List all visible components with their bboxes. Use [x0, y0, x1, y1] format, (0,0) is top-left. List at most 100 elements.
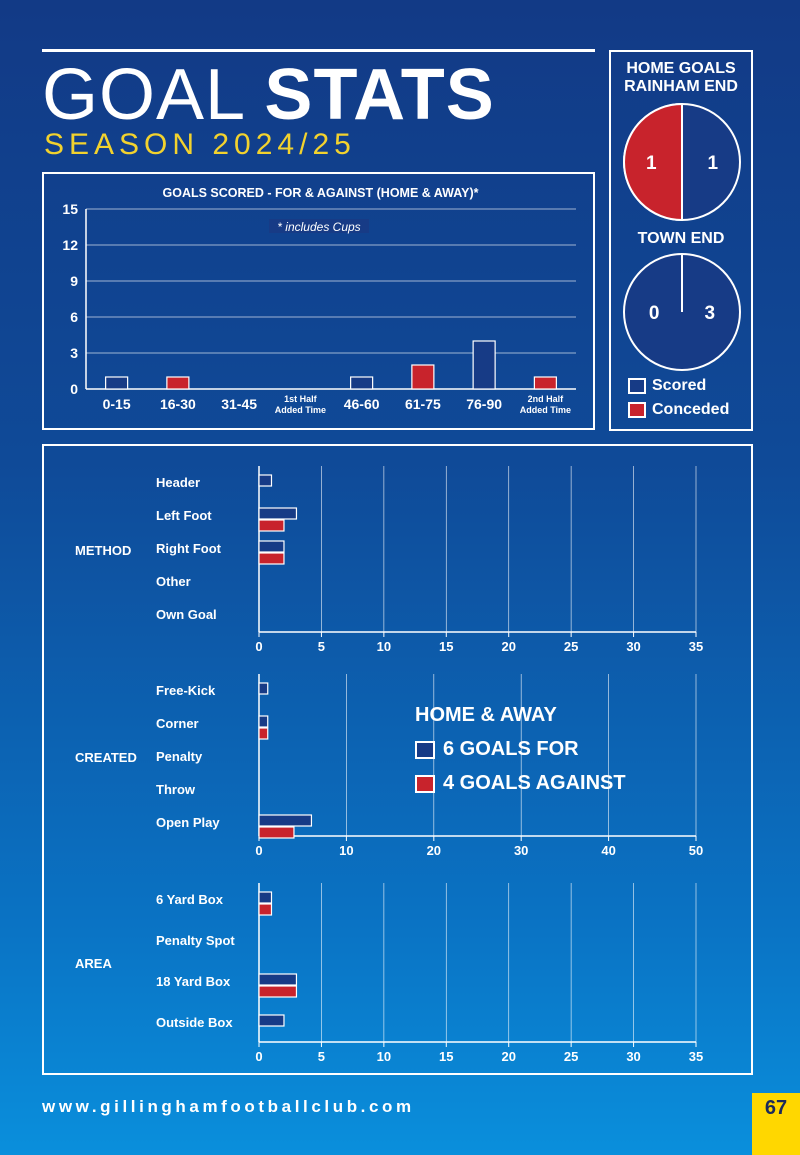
x-tick-label: 0: [255, 1049, 262, 1064]
x-tick-label: 10: [377, 639, 391, 654]
title-rule: [42, 49, 595, 52]
category-label: 6 Yard Box: [156, 892, 224, 907]
x-tick-label: 25: [564, 639, 578, 654]
bar-conceded: [258, 727, 269, 740]
x-tick-label: 31-45: [221, 396, 257, 412]
legend-conceded: Conceded: [628, 401, 729, 419]
season-label: SEASON 2024/25: [44, 128, 356, 161]
x-tick-label: 1st Half: [284, 394, 318, 404]
bar-conceded: [258, 903, 273, 916]
category-label: Own Goal: [156, 607, 217, 622]
legend-scored: Scored: [628, 377, 706, 395]
y-tick-label: 12: [62, 237, 78, 253]
group-label: CREATED: [75, 750, 137, 765]
goals-for-row: 6 GOALS FOR: [415, 738, 579, 761]
y-tick-label: 6: [70, 309, 78, 325]
x-tick-label: 76-90: [466, 396, 502, 412]
category-label: Corner: [156, 716, 199, 731]
x-tick-label: 15: [439, 1049, 453, 1064]
bar-scored: [258, 474, 273, 487]
group-label: METHOD: [75, 543, 131, 558]
x-tick-label: 46-60: [344, 396, 380, 412]
bar-conceded: [258, 826, 295, 839]
x-tick-label: 35: [689, 1049, 703, 1064]
conceded-swatch: [628, 402, 646, 418]
goals-against-label: 4 GOALS AGAINST: [443, 772, 626, 794]
title-light: GOAL: [42, 55, 244, 135]
y-tick-label: 15: [62, 201, 78, 217]
bar-conceded: [258, 985, 298, 998]
x-tick-label: 50: [689, 843, 703, 858]
bar-conceded: [411, 364, 435, 390]
y-tick-label: 9: [70, 273, 78, 289]
category-label: Throw: [156, 782, 196, 797]
pie-slice-conceded: [623, 102, 683, 222]
goals-against-row: 4 GOALS AGAINST: [415, 772, 626, 795]
goals-for-swatch: [415, 740, 435, 759]
timeline-chart-title: GOALS SCORED - FOR & AGAINST (HOME & AWA…: [162, 186, 479, 200]
bar-scored: [350, 376, 374, 390]
rainham-title-line2: RAINHAM END: [624, 78, 738, 95]
pie-label-scored: 3: [705, 303, 716, 324]
note-background: [269, 219, 369, 233]
legend-scored-label: Scored: [652, 377, 707, 394]
home-away-title: HOME & AWAY: [415, 704, 557, 726]
category-label: Header: [156, 475, 200, 490]
breakdown-charts: 0 5 10 15 20 25 30 35 METHOD Header Left Foot Right…: [75, 466, 703, 1064]
rainham-title-line1: HOME GOALS: [626, 60, 736, 77]
category-label: Other: [156, 574, 191, 589]
x-tick-label: 5: [318, 639, 325, 654]
x-tick-label: 35: [689, 639, 703, 654]
bar-scored: [258, 540, 285, 553]
x-tick-label: 15: [439, 639, 453, 654]
chart-note: * includes Cups: [277, 220, 360, 234]
x-tick-label: Added Time: [275, 405, 326, 415]
timeline-chart: 0 3 6 9 12 15 * includes Cups 0-15 16-30 31-45 1st…: [62, 201, 576, 415]
page-number: 67: [752, 1093, 800, 1155]
x-tick-label: 2nd Half: [528, 394, 565, 404]
x-tick-label: 10: [339, 843, 353, 858]
legend-conceded-label: Conceded: [652, 401, 730, 418]
x-tick-label: 30: [626, 1049, 640, 1064]
x-tick-label: 10: [377, 1049, 391, 1064]
x-tick-label: 16-30: [160, 396, 196, 412]
x-tick-label: 0: [255, 639, 262, 654]
x-tick-label: 20: [501, 1049, 515, 1064]
x-tick-label: 61-75: [405, 396, 441, 412]
category-label: Right Foot: [156, 541, 222, 556]
category-label: 18 Yard Box: [156, 974, 231, 989]
town-end-title: TOWN END: [637, 230, 725, 247]
rainham-end-title: HOME GOALS RAINHAM END: [611, 60, 751, 96]
bar-scored: [258, 973, 298, 986]
bar-scored: [258, 1014, 285, 1027]
bar-conceded: [258, 552, 285, 565]
bar-scored: [472, 340, 496, 390]
y-tick-label: 3: [70, 345, 78, 361]
bar-conceded: [533, 376, 557, 390]
footer-url: www.gillinghamfootballclub.com: [42, 1097, 415, 1116]
category-label: Free-Kick: [156, 683, 216, 698]
y-tick-label: 0: [70, 381, 78, 397]
x-tick-label: 5: [318, 1049, 325, 1064]
bar-scored: [258, 814, 313, 827]
category-label: Outside Box: [156, 1015, 233, 1030]
bar-scored: [105, 376, 129, 390]
category-label: Penalty Spot: [156, 933, 235, 948]
bar-scored: [258, 891, 273, 904]
x-tick-label: 30: [514, 843, 528, 858]
bar-conceded: [258, 519, 285, 532]
goals-for-label: 6 GOALS FOR: [443, 738, 579, 760]
category-label: Penalty: [156, 749, 203, 764]
category-label: Left Foot: [156, 508, 212, 523]
x-tick-label: 25: [564, 1049, 578, 1064]
bar-conceded: [166, 376, 190, 390]
bar-scored: [258, 507, 298, 520]
pie-label-conceded: 0: [649, 303, 660, 324]
goals-timeline-panel: GOALS SCORED - FOR & AGAINST (HOME & AWA…: [42, 172, 595, 430]
page-title: GOAL STATS: [42, 50, 495, 140]
title-bold: STATS: [264, 55, 495, 135]
x-tick-label: 0-15: [103, 396, 131, 412]
pie-label-conceded: 1: [646, 153, 657, 174]
